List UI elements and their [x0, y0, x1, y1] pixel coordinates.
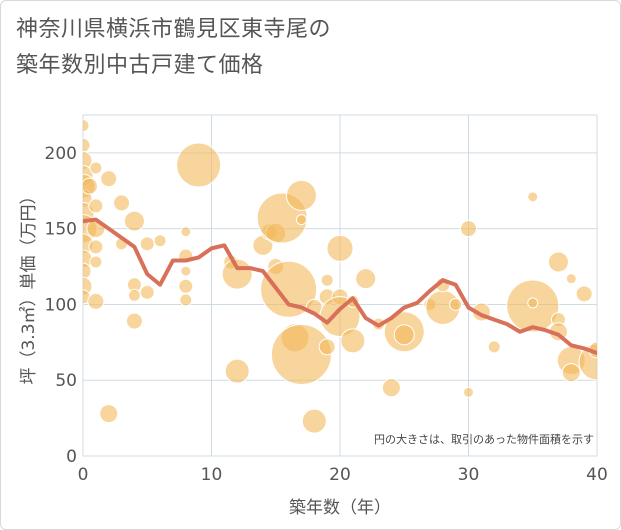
- data-bubble: [320, 273, 334, 287]
- data-bubble: [270, 323, 332, 385]
- y-tick-label: 200: [45, 144, 77, 164]
- data-bubble: [326, 234, 354, 262]
- data-bubble: [153, 234, 167, 248]
- data-bubble: [460, 220, 477, 238]
- data-bubble: [463, 386, 474, 398]
- data-bubble: [83, 262, 92, 280]
- data-bubble: [561, 363, 581, 383]
- data-bubble: [285, 179, 317, 211]
- data-bubble: [179, 293, 193, 307]
- data-bubble: [83, 119, 90, 133]
- trend-line: [83, 217, 597, 355]
- data-bubble: [340, 328, 366, 354]
- data-bubble: [89, 255, 103, 269]
- x-tick-label: 20: [329, 465, 351, 485]
- data-bubble: [125, 312, 143, 330]
- data-bubble: [99, 404, 119, 424]
- data-bubble: [113, 194, 131, 212]
- data-bubble: [180, 226, 192, 238]
- data-bubble: [393, 324, 415, 346]
- data-bubble: [295, 214, 307, 226]
- bubble-size-note: 円の大きさは、取引のあった物件面積を示す: [374, 432, 594, 446]
- data-bubble: [221, 258, 253, 290]
- y-tick-label: 150: [45, 220, 77, 240]
- data-bubble: [527, 191, 539, 203]
- tick-labels: 0 10 20 30 40 0 50 100 150 200: [45, 144, 608, 485]
- data-bubble: [100, 170, 118, 188]
- data-bubble: [487, 340, 501, 354]
- data-bubble: [180, 265, 192, 277]
- data-bubble: [547, 251, 569, 273]
- data-bubble: [224, 358, 250, 384]
- data-bubble: [318, 338, 336, 356]
- data-bubble: [178, 278, 194, 294]
- data-bubble: [139, 284, 155, 300]
- trend-layer: [83, 217, 597, 355]
- data-bubble: [176, 142, 222, 188]
- chart-title: 神奈川県横浜市鶴見区東寺尾の 築年数別中古戸建て価格: [16, 12, 331, 84]
- data-bubble: [127, 288, 141, 302]
- x-tick-label: 40: [586, 465, 608, 485]
- x-tick-label: 30: [458, 465, 480, 485]
- chart-title-line-2: 築年数別中古戸建て価格: [16, 53, 264, 78]
- x-tick-label: 0: [78, 465, 89, 485]
- y-tick-label: 100: [45, 295, 77, 315]
- data-bubble: [139, 236, 155, 252]
- y-tick-label: 50: [55, 371, 77, 391]
- chart-title-line-1: 神奈川県横浜市鶴見区東寺尾の: [16, 17, 332, 42]
- data-bubble: [260, 260, 318, 318]
- data-bubble: [83, 150, 93, 170]
- y-axis-label: 坪（3.3㎡）単価（万円）: [19, 187, 39, 384]
- data-bubble: [123, 210, 145, 232]
- x-tick-label: 10: [201, 465, 223, 485]
- data-bubble: [527, 297, 539, 309]
- data-bubble: [355, 268, 377, 290]
- data-bubble: [88, 239, 104, 255]
- y-tick-label: 0: [66, 447, 77, 467]
- data-bubble: [301, 408, 327, 434]
- data-bubble: [565, 273, 577, 285]
- data-bubble: [87, 292, 105, 310]
- data-bubble: [449, 297, 463, 311]
- data-bubble: [381, 378, 401, 398]
- data-bubble: [89, 161, 103, 175]
- data-bubble: [575, 285, 593, 303]
- data-bubble: [83, 177, 98, 195]
- data-bubble: [88, 198, 104, 214]
- x-axis-label: 築年数（年）: [289, 498, 391, 518]
- data-bubble: [83, 137, 91, 153]
